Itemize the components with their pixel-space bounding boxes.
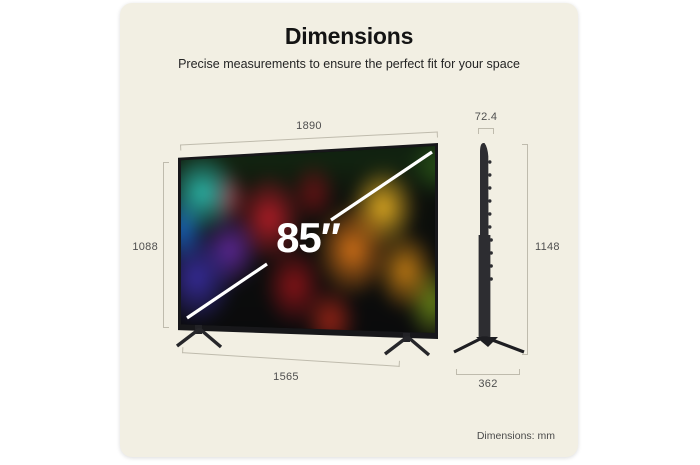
dimensions-card: Dimensions Precise measurements to ensur…	[120, 3, 578, 457]
diagonal-size-line	[186, 150, 433, 320]
front-height-label: 1088	[132, 241, 158, 253]
side-stand-depth-label: 362	[478, 378, 498, 390]
side-depth-bracket	[478, 128, 494, 134]
units-note: Dimensions: mm	[476, 430, 555, 442]
side-panel-notches	[488, 160, 493, 281]
tv-right-foot	[384, 333, 430, 357]
front-stand-width-bracket	[182, 347, 400, 367]
screen-size-label: 85″	[276, 213, 341, 261]
front-height-bracket	[163, 162, 169, 328]
tv-screen: 85″	[181, 146, 435, 333]
side-height-bracket	[522, 144, 528, 355]
tv-left-foot	[176, 325, 222, 349]
page-subtitle: Precise measurements to ensure the perfe…	[178, 57, 520, 71]
tv-front-illustration: 85″	[178, 143, 438, 339]
page-title: Dimensions	[284, 23, 414, 49]
side-stand-depth-bracket	[456, 369, 520, 375]
side-depth-label: 72.4	[474, 111, 498, 123]
tv-side-illustration	[453, 143, 525, 354]
front-stand-width-label: 1565	[273, 371, 299, 383]
side-height-label: 1148	[535, 241, 560, 253]
front-width-label: 1890	[296, 120, 322, 132]
